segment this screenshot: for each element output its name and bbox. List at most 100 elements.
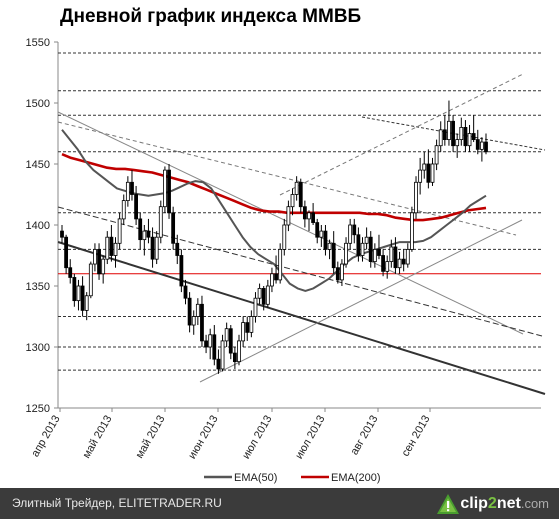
candle bbox=[463, 120, 468, 152]
candle-body-down bbox=[64, 236, 69, 269]
y-axis: 1250 1300 1350 1400 1450 1500 1550 bbox=[26, 37, 58, 415]
x-tick-label: май 2013 bbox=[81, 414, 115, 461]
candle bbox=[138, 212, 143, 250]
x-tick-label: июл 2013 bbox=[240, 414, 274, 462]
candle-body-down bbox=[311, 212, 316, 223]
trendline bbox=[199, 219, 523, 383]
candle bbox=[125, 176, 130, 207]
candle bbox=[204, 334, 208, 354]
candle bbox=[294, 176, 299, 201]
candle-body-up bbox=[410, 212, 414, 250]
candle-body-down bbox=[426, 163, 431, 183]
candle-body-up bbox=[220, 340, 225, 370]
x-axis: апр 2013 май 2013 май 2013 июн 2013 июл 2013… bbox=[29, 408, 433, 462]
candle-body-up bbox=[447, 120, 451, 141]
candle-body-down bbox=[232, 352, 237, 363]
candle bbox=[175, 234, 180, 265]
candle-body-up bbox=[93, 248, 97, 265]
candle bbox=[265, 279, 270, 308]
candle bbox=[60, 225, 64, 244]
candle-body-down bbox=[381, 255, 385, 272]
candle bbox=[195, 298, 200, 326]
candle-body-up bbox=[414, 181, 418, 214]
candle-body-up bbox=[224, 328, 229, 342]
candle bbox=[451, 115, 455, 152]
candle-body-down bbox=[393, 246, 398, 269]
candle bbox=[467, 124, 472, 152]
candle bbox=[360, 237, 365, 262]
candle bbox=[471, 115, 476, 143]
candle-body-up bbox=[270, 273, 274, 287]
candle-body-up bbox=[101, 258, 106, 275]
candle bbox=[372, 243, 377, 268]
candle-body-down bbox=[212, 334, 217, 360]
candle bbox=[191, 310, 196, 335]
trendline bbox=[57, 121, 517, 236]
candle bbox=[368, 231, 373, 268]
candle-body-up bbox=[191, 316, 196, 326]
candle bbox=[434, 139, 439, 171]
candle-body-down bbox=[200, 303, 204, 342]
candle bbox=[385, 255, 390, 279]
candle bbox=[459, 117, 464, 146]
candle-body-up bbox=[105, 236, 110, 260]
candle-body-up bbox=[364, 236, 369, 244]
candle-body-up bbox=[385, 261, 390, 272]
candle bbox=[315, 218, 320, 244]
candle-body-up bbox=[241, 322, 246, 342]
candle bbox=[401, 249, 406, 272]
candle bbox=[484, 133, 488, 155]
candle bbox=[290, 188, 295, 216]
candle-body-up bbox=[405, 248, 410, 265]
footer-source-text: Элитный Трейдер, ELITETRADER.RU bbox=[12, 496, 222, 510]
x-tick-label: авг 2013 bbox=[348, 414, 380, 458]
candle-body-down bbox=[471, 133, 476, 140]
x-tick-label: апр 2013 bbox=[29, 414, 62, 460]
candle bbox=[405, 243, 410, 268]
candle-body-up bbox=[84, 295, 89, 311]
candle bbox=[479, 137, 484, 162]
footer-bar: Элитный Трейдер, ELITETRADER.RU clip2net… bbox=[0, 488, 559, 519]
candle-body-down bbox=[401, 258, 406, 265]
candle bbox=[212, 325, 217, 366]
candle bbox=[80, 276, 85, 317]
candle bbox=[298, 178, 303, 213]
y-tick-label: 1550 bbox=[26, 37, 50, 49]
candle-body-up bbox=[360, 242, 365, 256]
y-tick-label: 1250 bbox=[26, 403, 50, 415]
candle-body-down bbox=[130, 181, 134, 195]
candle bbox=[311, 203, 316, 225]
candle-body-down bbox=[368, 236, 373, 262]
candle bbox=[344, 237, 348, 268]
candle bbox=[274, 255, 278, 284]
candle-body-down bbox=[331, 242, 336, 269]
candle-body-down bbox=[97, 248, 101, 275]
candle bbox=[422, 151, 427, 179]
candle-body-down bbox=[171, 212, 176, 244]
candle bbox=[397, 251, 402, 274]
candle bbox=[261, 286, 266, 311]
candle-body-up bbox=[121, 200, 126, 220]
candle bbox=[381, 249, 385, 277]
candle-body-down bbox=[377, 248, 381, 256]
candle bbox=[237, 334, 241, 366]
candle bbox=[68, 259, 73, 284]
candle-body-down bbox=[187, 297, 192, 326]
candle-body-up bbox=[195, 303, 200, 317]
candle bbox=[447, 100, 451, 146]
clip2net-logo[interactable]: clip2net.com bbox=[436, 491, 549, 516]
candle-body-up bbox=[340, 263, 344, 281]
candle bbox=[241, 316, 246, 347]
candle-body-up bbox=[265, 285, 270, 305]
clip2net-logo-right: net bbox=[496, 494, 521, 512]
candle bbox=[356, 227, 361, 262]
candle-body-up bbox=[348, 224, 353, 244]
candle bbox=[319, 225, 324, 247]
candle bbox=[438, 121, 443, 152]
candle-body-up bbox=[467, 133, 472, 147]
candle bbox=[146, 218, 151, 244]
candle bbox=[142, 225, 147, 256]
candle-body-up bbox=[249, 316, 254, 333]
y-tick-label: 1350 bbox=[26, 281, 50, 293]
candle-body-down bbox=[68, 267, 73, 278]
